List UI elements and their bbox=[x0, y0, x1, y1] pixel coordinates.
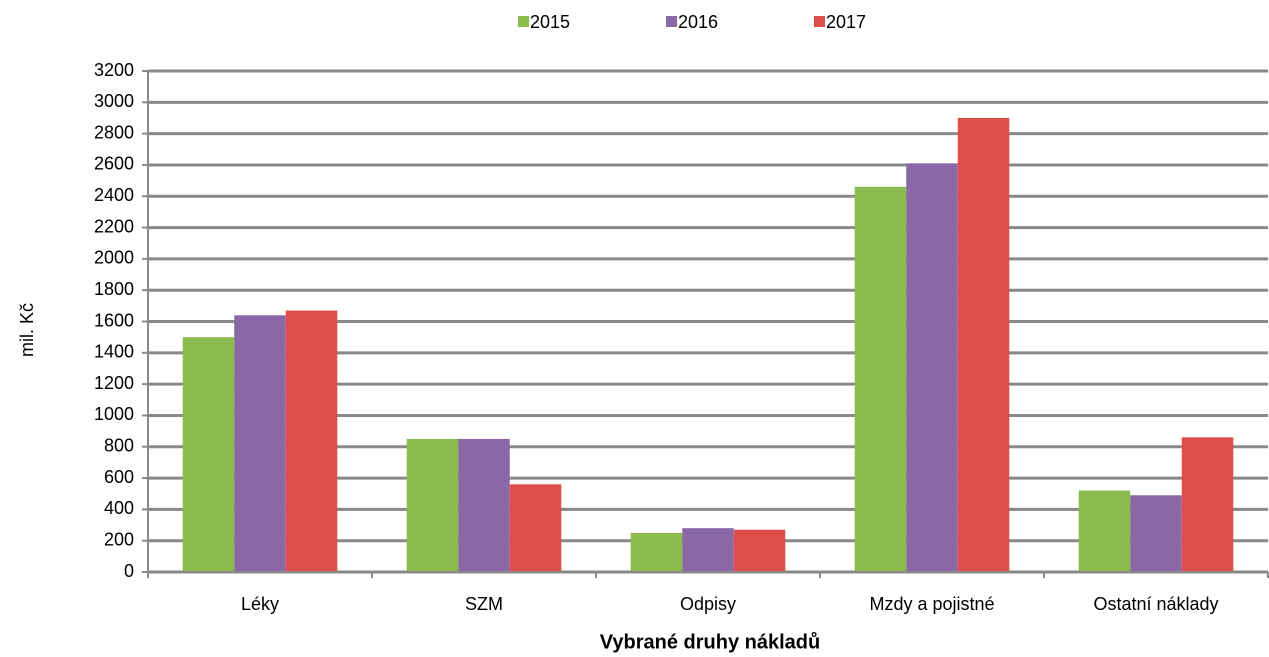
bar bbox=[1130, 495, 1182, 572]
legend-swatch bbox=[666, 16, 677, 27]
x-tick-label: Léky bbox=[241, 594, 279, 614]
y-tick-label: 3000 bbox=[94, 91, 134, 111]
legend-swatch bbox=[518, 16, 529, 27]
y-tick-label: 2200 bbox=[94, 216, 134, 236]
y-tick-label: 3200 bbox=[94, 60, 134, 80]
x-axis-title: Vybrané druhy nákladů bbox=[600, 631, 820, 653]
bar bbox=[1078, 490, 1131, 572]
legend-swatch bbox=[814, 16, 825, 27]
bar bbox=[630, 532, 683, 572]
y-tick-label: 600 bbox=[104, 467, 134, 487]
x-tick-label: Ostatní náklady bbox=[1093, 594, 1218, 614]
bar bbox=[234, 315, 286, 572]
bar bbox=[682, 528, 734, 572]
x-tick-label: SZM bbox=[465, 594, 503, 614]
y-tick-label: 2600 bbox=[94, 154, 134, 174]
bar bbox=[906, 163, 958, 572]
bar bbox=[406, 438, 459, 572]
y-tick-label: 1800 bbox=[94, 279, 134, 299]
bar bbox=[509, 484, 562, 572]
bar bbox=[285, 310, 338, 572]
y-tick-label: 1200 bbox=[94, 373, 134, 393]
y-tick-label: 200 bbox=[104, 529, 134, 549]
bar bbox=[458, 438, 510, 572]
y-tick-label: 1400 bbox=[94, 342, 134, 362]
x-tick-label: Odpisy bbox=[680, 594, 736, 614]
bar bbox=[733, 529, 786, 572]
y-tick-label: 2800 bbox=[94, 122, 134, 142]
y-tick-label: 0 bbox=[124, 561, 134, 581]
bar bbox=[854, 186, 907, 572]
y-tick-label: 800 bbox=[104, 436, 134, 456]
y-tick-label: 1600 bbox=[94, 310, 134, 330]
bar bbox=[182, 337, 235, 572]
x-tick-label: Mzdy a pojistné bbox=[869, 594, 994, 614]
bar bbox=[957, 117, 1010, 572]
legend-label: 2015 bbox=[530, 12, 570, 32]
legend-label: 2016 bbox=[678, 12, 718, 32]
bar bbox=[1181, 437, 1234, 572]
y-tick-label: 2000 bbox=[94, 248, 134, 268]
y-tick-label: 1000 bbox=[94, 404, 134, 424]
y-axis-title: mil. Kč bbox=[17, 303, 37, 357]
y-tick-label: 400 bbox=[104, 498, 134, 518]
legend-label: 2017 bbox=[826, 12, 866, 32]
y-tick-label: 2400 bbox=[94, 185, 134, 205]
